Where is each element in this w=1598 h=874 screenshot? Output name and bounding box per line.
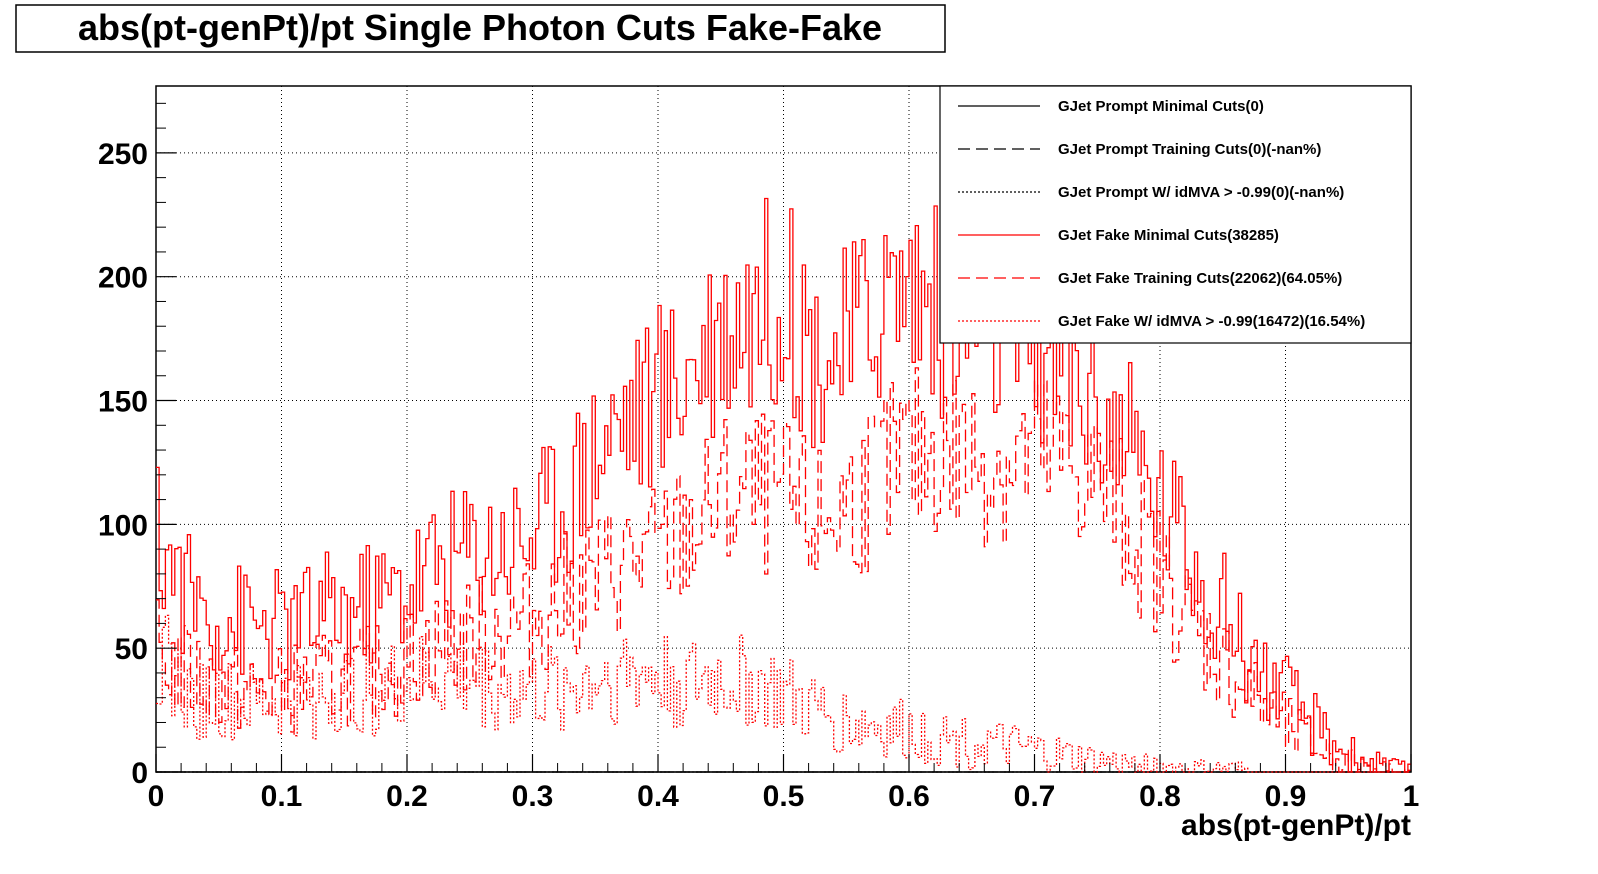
y-tick-label: 0 [131, 757, 148, 790]
y-tick-label: 250 [98, 138, 148, 171]
x-tick-label: 0.1 [261, 780, 303, 813]
x-tick-label: 0.5 [763, 780, 805, 813]
series-layer [156, 197, 1411, 773]
legend-label: GJet Fake Training Cuts(22062)(64.05%) [1058, 270, 1342, 287]
legend-label: GJet Fake W/ idMVA > -0.99(16472)(16.54%… [1058, 313, 1365, 330]
series-line-6 [156, 614, 1411, 773]
x-tick-label: 0.2 [386, 780, 428, 813]
x-tick-label: 0.6 [888, 780, 930, 813]
chart-title: abs(pt-genPt)/pt Single Photon Cuts Fake… [78, 7, 882, 48]
y-tick-label: 200 [98, 262, 148, 295]
x-tick-label: 0.8 [1139, 780, 1181, 813]
y-tick-label: 100 [98, 509, 148, 542]
y-tick-label: 150 [98, 386, 148, 419]
legend: GJet Prompt Minimal Cuts(0) GJet Prompt T… [939, 85, 1412, 344]
x-tick-label: 0.4 [637, 780, 679, 813]
x-tick-label: 0.3 [512, 780, 554, 813]
legend-label: GJet Prompt Minimal Cuts(0) [1058, 98, 1264, 115]
legend-box [939, 85, 1412, 344]
x-tick-label: 0.9 [1265, 780, 1307, 813]
title-box: abs(pt-genPt)/pt Single Photon Cuts Fake… [15, 4, 946, 53]
legend-label: GJet Prompt W/ idMVA > -0.99(0)(-nan%) [1058, 184, 1344, 201]
x-tick-label: 0.7 [1014, 780, 1056, 813]
legend-label: GJet Prompt Training Cuts(0)(-nan%) [1058, 141, 1321, 158]
x-axis-title: abs(pt-genPt)/pt [1181, 809, 1411, 842]
x-tick-label: 1 [1403, 780, 1420, 813]
x-tick-label: 0 [148, 780, 165, 813]
series-line-4 [156, 197, 1411, 773]
series-line-5 [156, 367, 1411, 773]
legend-label: GJet Fake Minimal Cuts(38285) [1058, 227, 1279, 244]
ticks: 0 0.1 0.2 0.3 0.4 0.5 0.6 0.7 0.8 0.9 1 0 50 100 150 20… [98, 102, 1420, 813]
y-tick-label: 50 [115, 633, 148, 666]
